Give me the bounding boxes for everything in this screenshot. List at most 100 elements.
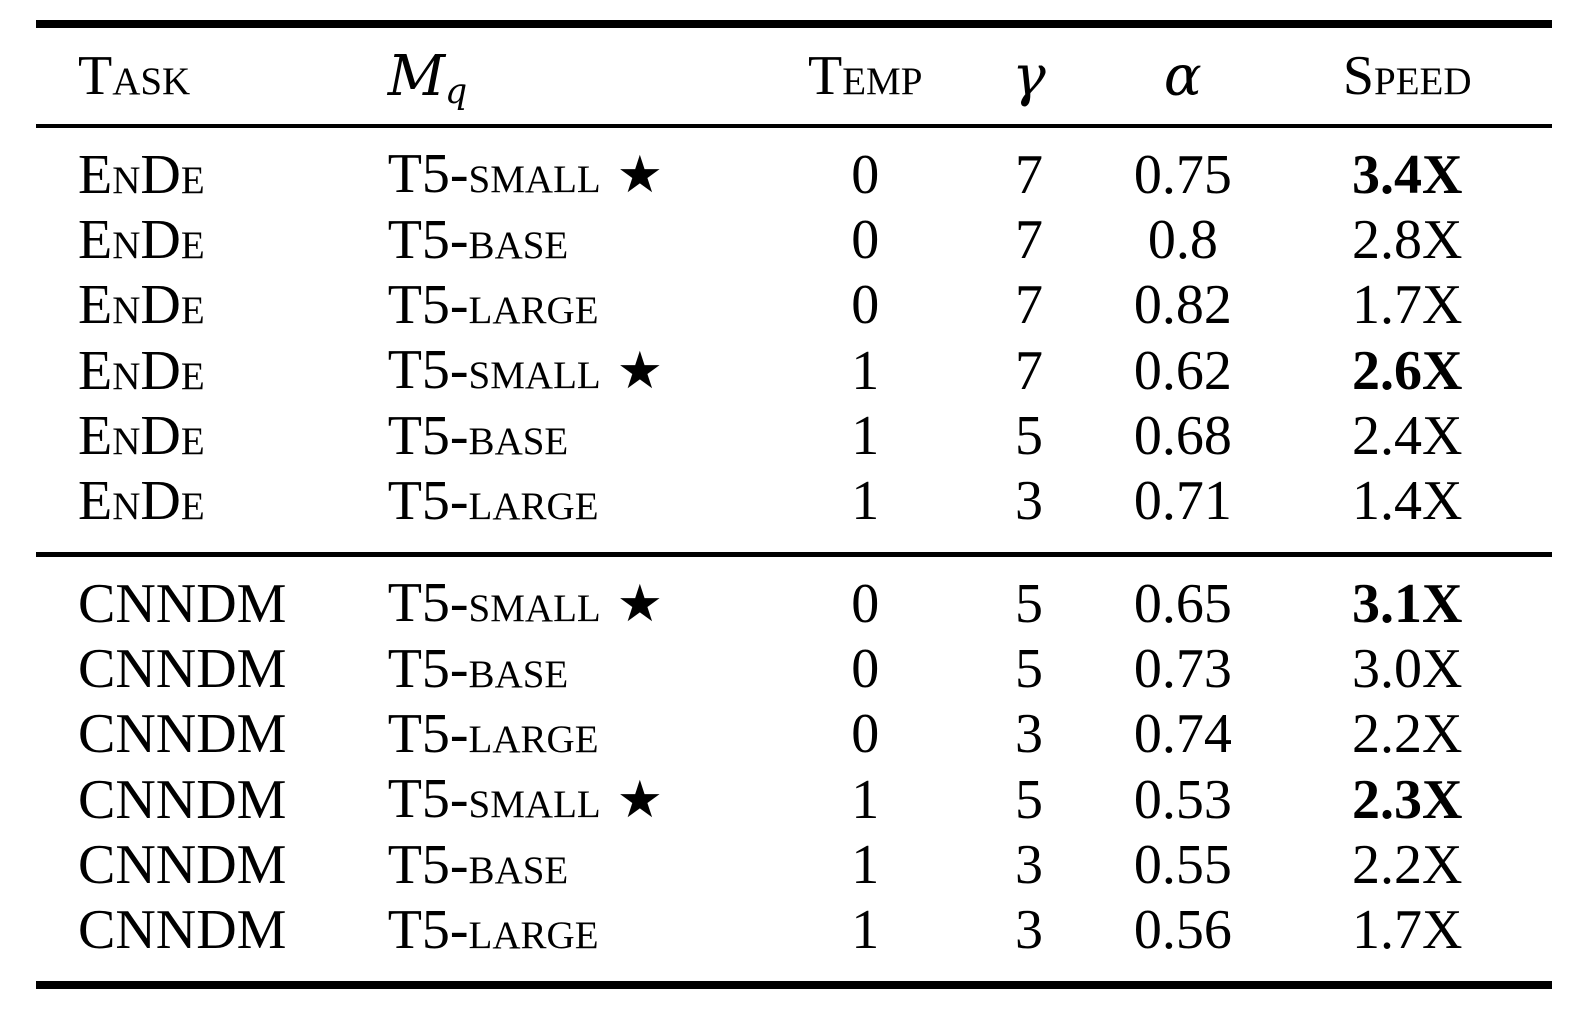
model-cell: T5-small ★ [387,143,663,205]
gamma-cell: 3 [1014,470,1043,532]
gamma-cell: 5 [1014,405,1043,467]
alpha-cell: 0.8 [1147,209,1218,271]
gamma-cell: 7 [1014,209,1043,271]
temp-cell: 0 [851,143,880,206]
table-row: EnDe T5-base 0 7 0.8 2.8X [36,208,1552,273]
temp-cell: 1 [851,470,880,532]
temp-cell: 1 [851,339,880,402]
table-row: EnDe T5-base 1 5 0.68 2.4X [36,404,1552,469]
table-row: CNNDM T5-base 1 3 0.55 2.2X [36,833,1552,898]
alpha-cell: 0.62 [1133,339,1232,402]
task-cell: EnDe [78,209,205,271]
mq-symbol: M [387,43,446,109]
table-header: Task Mq Temp γ α Speed [36,24,1552,128]
table-section-cnndm: CNNDM T5-small ★ 0 5 0.65 3.1X CNNDM T5-base 0 5 0.… [36,555,1552,986]
alpha-cell: 0.53 [1133,768,1232,831]
gamma-cell: 3 [1014,703,1043,765]
speed-cell: 2.2X [1351,703,1463,765]
table-row: EnDe T5-small ★ 1 7 0.62 2.6X [36,338,1552,404]
model-cell: T5-base [387,638,569,700]
speed-cell: 3.4X [1351,143,1463,206]
speed-cell: 1.7X [1351,899,1463,961]
alpha-cell: 0.65 [1133,572,1232,635]
speed-cell: 1.4X [1351,470,1463,532]
column-header-alpha: α [1103,24,1263,128]
header-row: Task Mq Temp γ α Speed [36,24,1552,128]
alpha-cell: 0.75 [1133,143,1232,206]
gamma-cell: 3 [1014,834,1043,896]
model-cell: T5-base [387,405,569,467]
model-cell: T5-large [387,470,599,532]
table-row: EnDe T5-large 1 3 0.71 1.4X [36,469,1552,555]
model-cell: T5-base [387,834,569,896]
speed-cell: 3.1X [1351,572,1463,635]
temp-cell: 0 [851,274,880,336]
model-cell: T5-small ★ [387,572,663,634]
speed-cell: 2.3X [1351,768,1463,831]
alpha-cell: 0.56 [1133,899,1232,961]
model-cell: T5-base [387,209,569,271]
alpha-cell: 0.82 [1133,274,1232,336]
table-section-ende: EnDe T5-small ★ 0 7 0.75 3.4X EnDe T5-base 0 7 0.8 2… [36,126,1552,555]
task-cell: EnDe [78,274,205,336]
model-cell: T5-small ★ [387,768,663,830]
alpha-cell: 0.55 [1133,834,1232,896]
table-row: EnDe T5-large 0 7 0.82 1.7X [36,273,1552,338]
model-cell: T5-small ★ [387,339,663,401]
gamma-cell: 5 [1014,638,1043,700]
speed-cell: 2.8X [1351,209,1463,271]
gamma-cell: 5 [1014,768,1043,831]
speed-cell: 3.0X [1351,638,1463,700]
task-cell: CNNDM [78,899,287,961]
star-icon: ★ [616,145,663,205]
temp-cell: 1 [851,834,880,896]
gamma-cell: 5 [1014,572,1043,635]
task-cell: CNNDM [78,834,287,896]
gamma-cell: 7 [1014,274,1043,336]
table-row: CNNDM T5-large 0 3 0.74 2.2X [36,702,1552,767]
results-table: Task Mq Temp γ α Speed EnDe T5-small ★ 0 7 0.… [36,20,1552,989]
model-cell: T5-large [387,274,599,336]
task-cell: CNNDM [78,638,287,700]
gamma-cell: 7 [1014,339,1043,402]
column-header-temp: Temp [775,24,955,128]
column-header-speed: Speed [1262,24,1552,128]
gamma-cell: 3 [1014,899,1043,961]
model-cell: T5-large [387,899,599,961]
model-cell: T5-large [387,703,599,765]
speed-cell: 2.4X [1351,405,1463,467]
temp-cell: 0 [851,209,880,271]
column-header-task: Task [36,24,388,128]
task-cell: EnDe [78,143,205,206]
temp-cell: 0 [851,703,880,765]
task-cell: EnDe [78,470,205,532]
speed-cell: 2.2X [1351,834,1463,896]
star-icon: ★ [616,574,663,634]
temp-cell: 1 [851,405,880,467]
alpha-cell: 0.74 [1133,703,1232,765]
alpha-cell: 0.68 [1133,405,1232,467]
table-row: CNNDM T5-small ★ 1 5 0.53 2.3X [36,767,1552,833]
temp-cell: 1 [851,768,880,831]
column-header-gamma: γ [954,24,1104,128]
speed-cell: 1.7X [1351,274,1463,336]
task-cell: CNNDM [78,703,287,765]
alpha-cell: 0.73 [1133,638,1232,700]
mq-subscript: q [445,72,468,113]
table-row: CNNDM T5-base 0 5 0.73 3.0X [36,637,1552,702]
results-table-container: Task Mq Temp γ α Speed EnDe T5-small ★ 0 7 0.… [36,20,1552,989]
gamma-cell: 7 [1014,143,1043,206]
table-row: EnDe T5-small ★ 0 7 0.75 3.4X [36,126,1552,208]
speed-cell: 2.6X [1351,339,1463,402]
table-row: CNNDM T5-large 1 3 0.56 1.7X [36,898,1552,985]
task-cell: CNNDM [78,768,287,831]
alpha-cell: 0.71 [1133,470,1232,532]
task-cell: CNNDM [78,572,287,635]
column-header-mq: Mq [387,24,776,128]
temp-cell: 1 [851,899,880,961]
star-icon: ★ [616,770,663,830]
temp-cell: 0 [851,638,880,700]
table-row: CNNDM T5-small ★ 0 5 0.65 3.1X [36,555,1552,638]
task-cell: EnDe [78,339,205,402]
temp-cell: 0 [851,572,880,635]
